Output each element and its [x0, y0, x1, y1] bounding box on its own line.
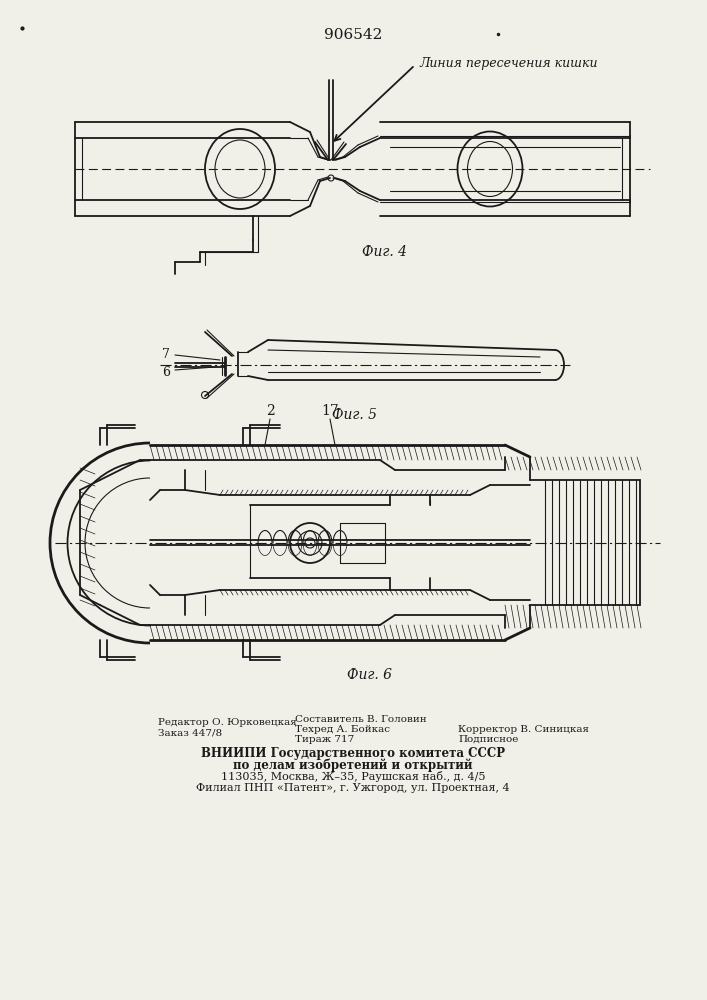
Text: ВНИИПИ Государственного комитета СССР: ВНИИПИ Государственного комитета СССР	[201, 747, 505, 760]
Text: 17: 17	[321, 404, 339, 418]
Text: 7: 7	[162, 349, 170, 361]
Text: по делам изобретений и открытий: по делам изобретений и открытий	[233, 759, 473, 772]
Text: 906542: 906542	[324, 28, 382, 42]
Text: Линия пересечения кишки: Линия пересечения кишки	[420, 56, 599, 70]
Text: Фиг. 6: Фиг. 6	[348, 668, 392, 682]
Text: Редактор О. Юрковецкая: Редактор О. Юрковецкая	[158, 718, 297, 727]
Text: Корректор В. Синицкая: Корректор В. Синицкая	[458, 725, 589, 734]
Text: Тираж 717: Тираж 717	[295, 735, 354, 744]
Text: Фиг. 4: Фиг. 4	[363, 245, 407, 259]
Text: 6: 6	[162, 365, 170, 378]
Text: Филиал ПНП «Патент», г. Ужгород, ул. Проектная, 4: Филиал ПНП «Патент», г. Ужгород, ул. Про…	[196, 783, 510, 793]
Text: 113035, Москва, Ж–35, Раушская наб., д. 4/5: 113035, Москва, Ж–35, Раушская наб., д. …	[221, 771, 485, 782]
Text: Заказ 447/8: Заказ 447/8	[158, 728, 222, 737]
Text: Фиг. 5: Фиг. 5	[332, 408, 378, 422]
Text: Техред А. Бойкас: Техред А. Бойкас	[295, 725, 390, 734]
Text: Подписное: Подписное	[458, 735, 518, 744]
Text: Составитель В. Головин: Составитель В. Головин	[295, 715, 426, 724]
Text: 2: 2	[266, 404, 274, 418]
